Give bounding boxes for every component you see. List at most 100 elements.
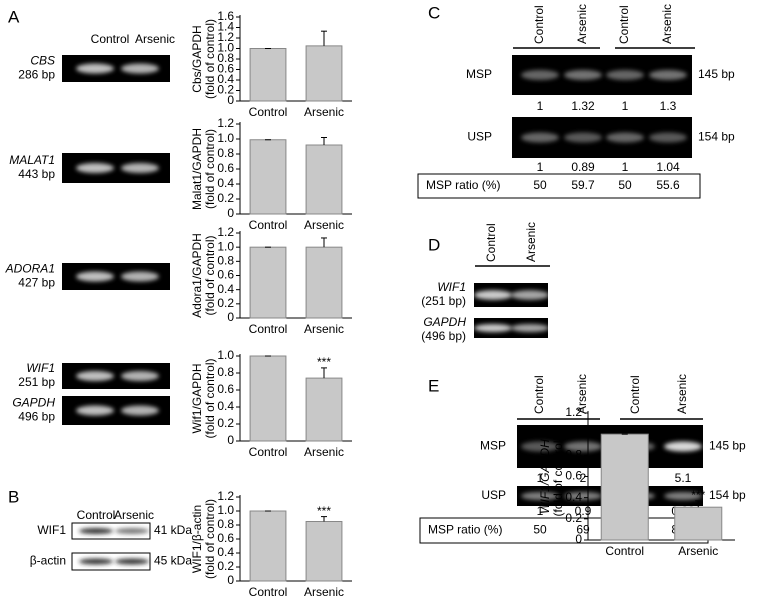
- y-axis-label: (fold of control): [551, 436, 565, 516]
- lane-label: Control: [91, 32, 130, 46]
- row-size: 41 kDa: [154, 523, 192, 537]
- gene-size: 427 bp: [18, 276, 55, 290]
- y-tick-label: 0.8: [217, 254, 234, 268]
- x-tick-label: Arsenic: [678, 544, 718, 558]
- gene-name: MALAT1: [9, 153, 55, 167]
- y-tick-label: 1.2: [217, 225, 234, 239]
- gel-band: [521, 132, 559, 143]
- gel-band: [606, 70, 644, 80]
- lane-label: Control: [532, 5, 546, 44]
- y-tick-label: 0.2: [217, 191, 234, 205]
- ratio-label: MSP ratio (%): [428, 523, 502, 537]
- significance: ***: [317, 504, 331, 518]
- y-tick-label: 0.6: [217, 531, 234, 545]
- y-axis-label: (fold of control): [203, 358, 217, 438]
- gel-value: 1: [537, 504, 544, 518]
- lane-label: Control: [617, 5, 631, 44]
- gene-size: (496 bp): [421, 329, 466, 343]
- gel-band: [511, 324, 549, 332]
- bar: [249, 139, 287, 215]
- x-tick-label: Control: [605, 544, 644, 558]
- lane-label: Arsenic: [575, 374, 589, 414]
- gel-band: [474, 324, 512, 332]
- gel-value: 0.89: [571, 160, 595, 174]
- blot-band: [79, 528, 113, 534]
- gel-value: 1.04: [656, 160, 680, 174]
- y-tick-label: 1.0: [217, 503, 234, 517]
- x-tick-label: Arsenic: [304, 585, 344, 598]
- y-tick-label: 0.4: [565, 490, 582, 504]
- gel-band: [564, 441, 602, 452]
- gel-size: 154 bp: [698, 130, 735, 144]
- y-tick-label: 0.8: [217, 517, 234, 531]
- y-tick-label: 0.8: [217, 146, 234, 160]
- y-tick-label: 1.2: [217, 30, 234, 44]
- bar: [305, 144, 343, 215]
- gene-name: WIF1: [437, 280, 466, 294]
- gel-band: [121, 405, 159, 416]
- significance: ***: [317, 355, 331, 369]
- y-tick-label: 1.4: [217, 20, 234, 34]
- gene-size: 496 bp: [18, 410, 55, 424]
- gene-name: GAPDH: [423, 315, 466, 329]
- y-tick-label: 0.4: [217, 399, 234, 413]
- gel-band: [474, 290, 512, 300]
- gel-band: [76, 163, 114, 173]
- gel-band: [76, 371, 114, 381]
- gel-band: [664, 492, 702, 500]
- ratio-value: 50: [618, 178, 632, 192]
- gel-value: 5.1: [675, 471, 692, 485]
- gene-size: 251 bp: [18, 375, 55, 389]
- gene-size: 286 bp: [18, 68, 55, 82]
- gel-value: 2: [580, 471, 587, 485]
- lane-label: Arsenic: [114, 508, 154, 522]
- gene-name: ADORA1: [5, 262, 55, 276]
- x-tick-label: Control: [249, 105, 288, 119]
- y-tick-label: 1.0: [565, 426, 582, 440]
- gel-value: 1.3: [660, 99, 677, 113]
- blot-band: [115, 558, 149, 565]
- gel-band: [564, 492, 602, 500]
- gel-band: [76, 63, 114, 74]
- y-tick-label: 0.4: [217, 545, 234, 559]
- ratio-label: MSP ratio (%): [426, 178, 500, 192]
- bar: [249, 510, 287, 582]
- significance: ***: [691, 488, 705, 502]
- gel-band: [76, 405, 114, 416]
- gel-value: 1: [537, 99, 544, 113]
- gel-band: [564, 70, 602, 80]
- y-tick-label: 0.2: [217, 296, 234, 310]
- y-tick-label: 0.6: [565, 469, 582, 483]
- lane-label: Arsenic: [524, 222, 538, 262]
- gene-size: 443 bp: [18, 167, 55, 181]
- gel-band: [649, 70, 687, 80]
- blot-band: [79, 558, 113, 565]
- panel-label: B: [8, 487, 19, 506]
- ratio-value: 55.6: [656, 178, 680, 192]
- gel-band: [121, 163, 159, 173]
- gel-label: MSP: [480, 439, 506, 453]
- y-tick-label: 0.4: [217, 72, 234, 86]
- y-tick-label: 0.2: [565, 511, 582, 525]
- x-tick-label: Arsenic: [304, 322, 344, 336]
- x-tick-label: Control: [249, 445, 288, 459]
- gel-band: [521, 441, 559, 452]
- gel-band: [521, 492, 559, 500]
- x-tick-label: Control: [249, 218, 288, 232]
- y-tick-label: 1.0: [217, 348, 234, 362]
- y-tick-label: 0: [227, 206, 234, 220]
- gene-size: (251 bp): [421, 294, 466, 308]
- ratio-value: 50: [533, 523, 547, 537]
- gel-value: 1.32: [571, 99, 595, 113]
- gel-value: 1: [622, 99, 629, 113]
- x-tick-label: Control: [249, 322, 288, 336]
- ratio-box: [417, 173, 701, 199]
- bar: [674, 506, 723, 541]
- y-tick-label: 0.2: [217, 559, 234, 573]
- y-axis-label: (fold of control): [203, 499, 217, 579]
- y-tick-label: 0: [575, 532, 582, 546]
- y-axis-label: Wif1/GAPDH: [190, 363, 204, 433]
- y-tick-label: 0: [227, 93, 234, 107]
- lane-label: Arsenic: [575, 4, 589, 44]
- panel-label: D: [428, 235, 440, 254]
